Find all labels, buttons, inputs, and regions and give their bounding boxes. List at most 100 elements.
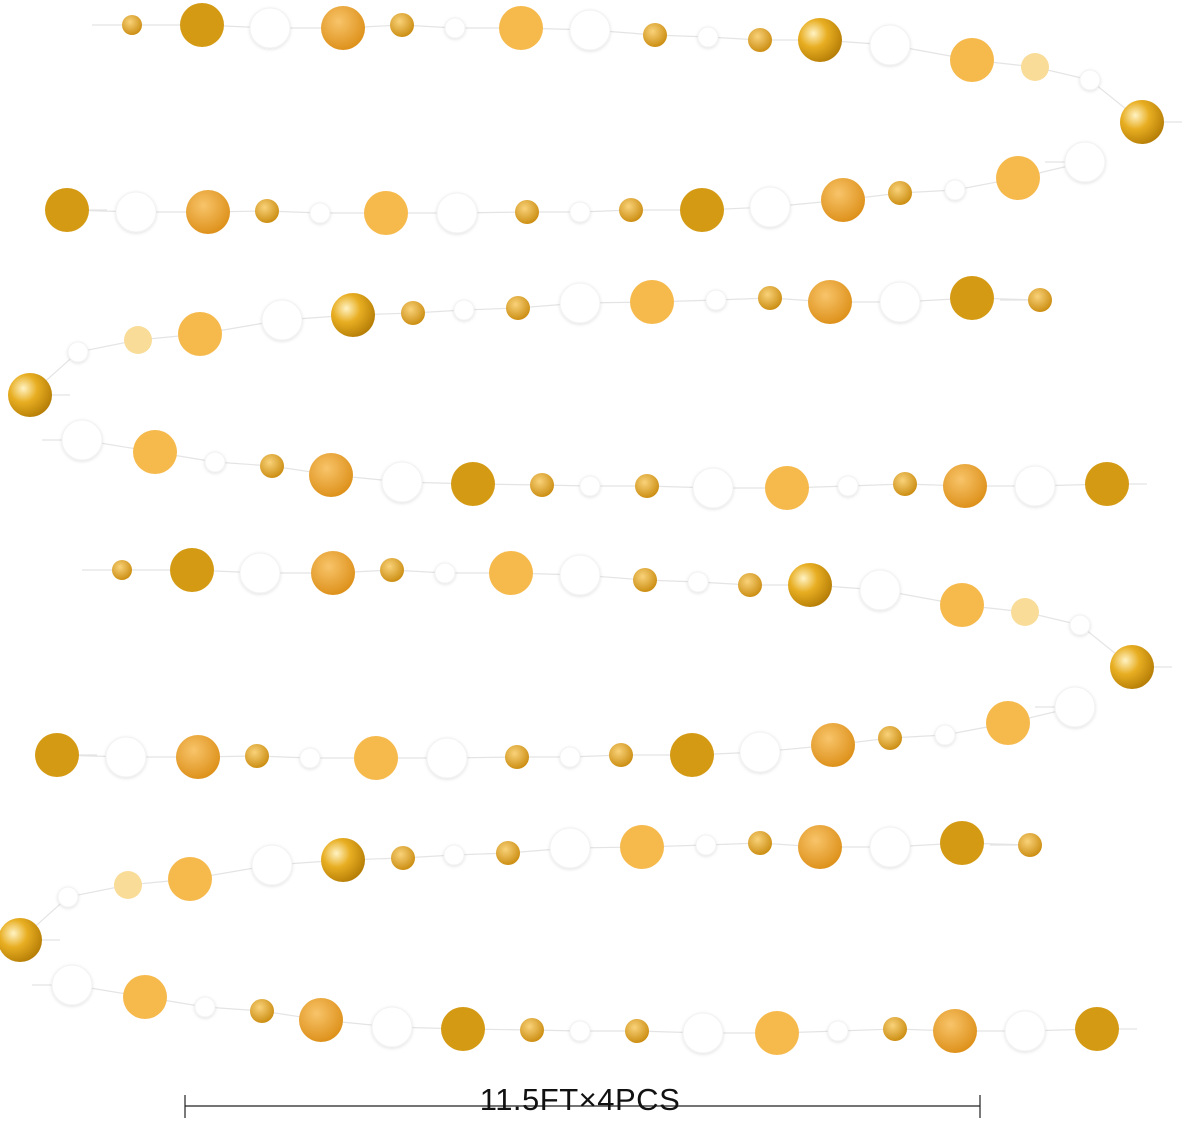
length-dimension-line: [184, 1095, 981, 1118]
gold-paper-dot: [178, 312, 222, 356]
gold-paper-dot: [354, 736, 398, 780]
white-paper-dot: [426, 737, 468, 779]
white-paper-dot: [1054, 686, 1096, 728]
gold-paper-dot: [878, 726, 902, 750]
gold-paper-dot: [670, 733, 714, 777]
gold-paper-dot: [996, 156, 1040, 200]
white-paper-dot: [692, 467, 734, 509]
gold-paper-dot: [45, 188, 89, 232]
gold-paper-dot: [748, 28, 772, 52]
gold-paper-dot: [499, 6, 543, 50]
gold-paper-dot: [1120, 100, 1164, 144]
gold-paper-dot: [933, 1009, 977, 1053]
white-paper-dot: [579, 475, 601, 497]
gold-paper-dot: [950, 38, 994, 82]
gold-paper-dot: [122, 15, 142, 35]
white-paper-dot: [67, 341, 89, 363]
gold-paper-dot: [124, 326, 152, 354]
white-paper-dot: [436, 192, 478, 234]
white-paper-dot: [61, 419, 103, 461]
white-paper-dot: [1004, 1010, 1046, 1052]
white-paper-dot: [453, 299, 475, 321]
white-paper-dot: [309, 202, 331, 224]
white-paper-dot: [879, 281, 921, 323]
white-paper-dot: [869, 826, 911, 868]
white-paper-dot: [749, 186, 791, 228]
white-paper-dot: [859, 569, 901, 611]
white-paper-dot: [695, 834, 717, 856]
white-paper-dot: [569, 201, 591, 223]
white-paper-dot: [371, 1006, 413, 1048]
gold-paper-dot: [1110, 645, 1154, 689]
gold-paper-dot: [950, 276, 994, 320]
white-paper-dot: [115, 191, 157, 233]
gold-paper-dot: [609, 743, 633, 767]
white-paper-dot: [57, 886, 79, 908]
gold-paper-dot: [1028, 288, 1052, 312]
white-paper-dot: [239, 552, 281, 594]
white-paper-dot: [381, 461, 423, 503]
gold-paper-dot: [680, 188, 724, 232]
white-paper-dot: [1079, 69, 1101, 91]
gold-paper-dot: [260, 454, 284, 478]
white-paper-dot: [444, 17, 466, 39]
gold-paper-dot: [888, 181, 912, 205]
white-paper-dot: [739, 731, 781, 773]
gold-paper-dot: [893, 472, 917, 496]
white-paper-dot: [697, 26, 719, 48]
gold-paper-dot: [133, 430, 177, 474]
gold-paper-dot: [1018, 833, 1042, 857]
gold-paper-dot: [390, 13, 414, 37]
white-paper-dot: [194, 996, 216, 1018]
gold-paper-dot: [35, 733, 79, 777]
gold-paper-dot: [625, 1019, 649, 1043]
gold-paper-dot: [391, 846, 415, 870]
gold-paper-dot: [808, 280, 852, 324]
gold-paper-dot: [798, 18, 842, 62]
gold-paper-dot: [1011, 598, 1039, 626]
gold-paper-dot: [489, 551, 533, 595]
gold-paper-dot: [311, 551, 355, 595]
gold-paper-dot: [380, 558, 404, 582]
gold-paper-dot: [940, 583, 984, 627]
white-paper-dot: [559, 746, 581, 768]
gold-paper-dot: [309, 453, 353, 497]
caption-text: 11.5FT×4PCS: [479, 1082, 681, 1117]
gold-paper-dot: [170, 548, 214, 592]
gold-paper-dot: [821, 178, 865, 222]
gold-paper-dot: [755, 1011, 799, 1055]
gold-paper-dot: [451, 462, 495, 506]
white-paper-dot: [105, 736, 147, 778]
gold-paper-dot: [630, 280, 674, 324]
gold-paper-dot: [1085, 462, 1129, 506]
white-paper-dot: [299, 747, 321, 769]
gold-paper-dot: [811, 723, 855, 767]
gold-paper-dot: [633, 568, 657, 592]
gold-paper-dot: [738, 573, 762, 597]
white-paper-dot: [261, 299, 303, 341]
white-paper-dot: [249, 7, 291, 49]
gold-paper-dot: [620, 825, 664, 869]
gold-paper-dot: [505, 745, 529, 769]
white-paper-dot: [559, 554, 601, 596]
gold-paper-dot: [943, 464, 987, 508]
gold-paper-dot: [186, 190, 230, 234]
gold-paper-dot: [530, 473, 554, 497]
gold-paper-dot: [401, 301, 425, 325]
white-paper-dot: [1069, 614, 1091, 636]
gold-paper-dot: [321, 838, 365, 882]
gold-paper-dot: [250, 999, 274, 1023]
length-caption: 11.5FT×4PCS: [0, 1082, 1160, 1118]
white-paper-dot: [944, 179, 966, 201]
gold-paper-dot: [0, 918, 42, 962]
white-paper-dot: [443, 844, 465, 866]
gold-paper-dot: [364, 191, 408, 235]
white-paper-dot: [837, 475, 859, 497]
white-paper-dot: [204, 451, 226, 473]
gold-paper-dot: [635, 474, 659, 498]
gold-paper-dot: [255, 199, 279, 223]
gold-paper-dot: [176, 735, 220, 779]
gold-paper-dot: [441, 1007, 485, 1051]
gold-paper-dot: [1021, 53, 1049, 81]
